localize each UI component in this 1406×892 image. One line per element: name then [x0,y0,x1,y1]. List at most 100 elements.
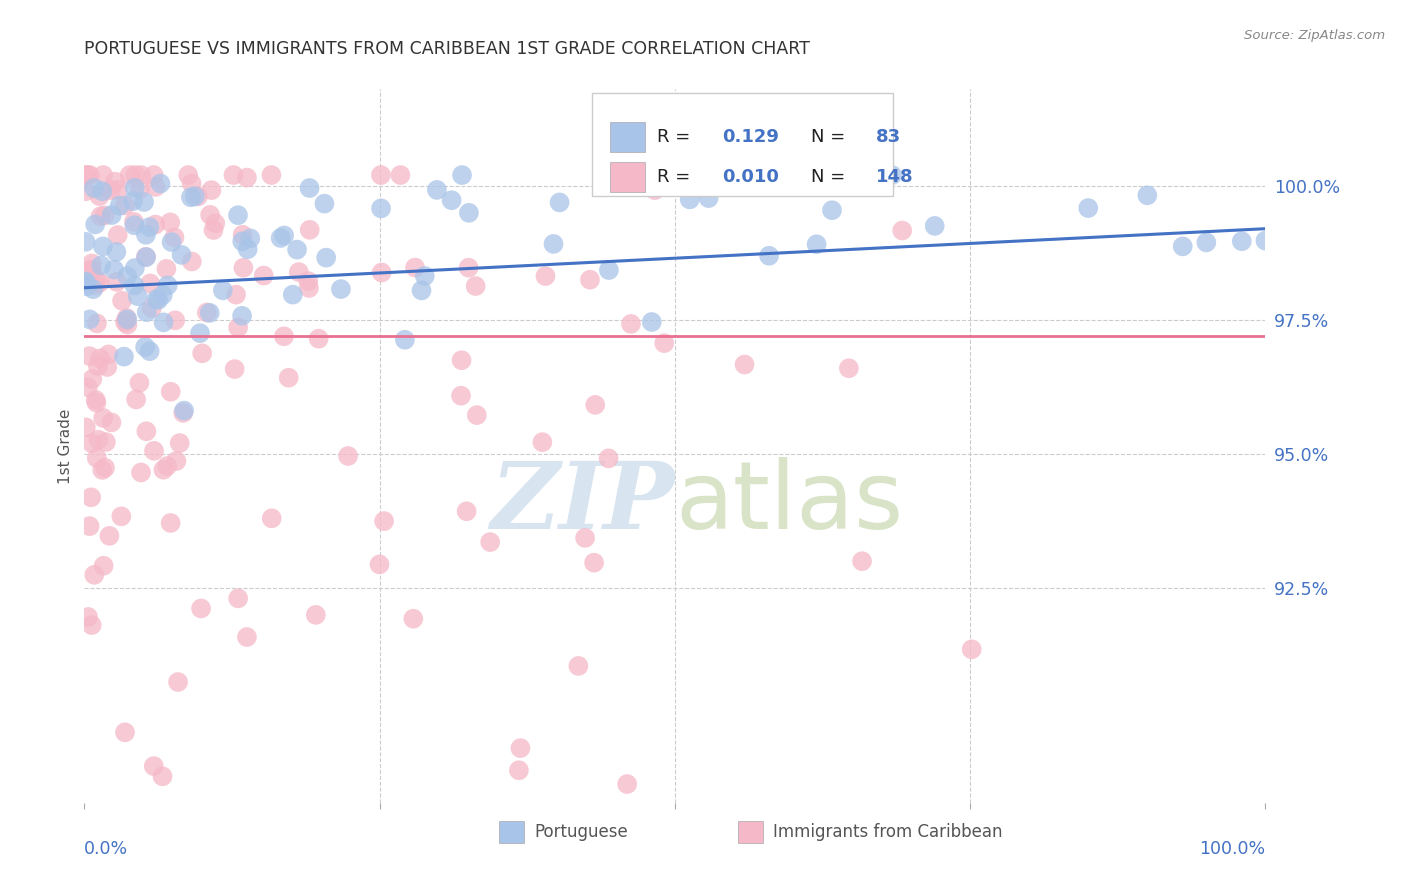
Point [145,180,167,194]
Point [450,353,472,368]
Point [298,223,321,237]
Point [114,315,136,329]
Point [100,416,122,430]
FancyBboxPatch shape [592,93,893,196]
Point [314,196,336,211]
Text: 83: 83 [876,128,901,146]
Point [124,168,146,182]
Point [329,282,352,296]
Point [79,168,101,182]
Point [225,287,247,301]
Point [450,389,472,403]
Point [80,262,103,277]
Point [89,209,111,223]
Point [115,313,138,327]
Point [93,208,115,222]
Point [165,313,187,327]
Text: 0.129: 0.129 [723,128,779,146]
Point [152,463,174,477]
Point [402,612,425,626]
Point [110,509,132,524]
Point [285,243,308,257]
Point [122,194,145,208]
Point [93,558,115,573]
Point [75,168,97,182]
Point [79,519,101,533]
Point [105,244,128,259]
Point [135,250,157,264]
Point [534,269,557,284]
Point [165,454,187,468]
Point [298,181,321,195]
Point [583,398,606,412]
Bar [610,122,645,152]
Point [75,184,97,198]
Point [94,460,117,475]
Point [89,351,111,366]
Point [115,268,138,283]
Point [273,329,295,343]
Point [94,435,117,450]
Point [598,263,620,277]
Point [129,168,152,182]
Point [224,362,246,376]
Point [231,235,253,249]
Point [960,642,983,657]
Point [236,242,259,256]
Point [76,168,98,182]
Point [204,216,226,230]
Point [160,235,183,249]
Point [104,175,127,189]
Point [107,227,129,242]
Point [212,283,235,297]
Point [75,275,97,289]
Point [281,287,304,301]
Point [370,202,392,216]
Point [1195,235,1218,250]
Point [80,256,103,270]
Point [548,195,571,210]
Point [222,168,245,182]
Point [202,223,225,237]
Point [91,239,114,253]
Point [84,218,107,232]
Point [232,227,254,242]
Point [139,277,162,291]
Point [236,630,259,644]
Point [135,305,157,319]
Point [440,193,463,207]
Point [77,610,100,624]
Point [127,289,149,303]
Text: Portuguese: Portuguese [534,822,628,841]
Point [82,372,104,386]
Point [270,231,292,245]
Point [132,194,155,209]
Point [105,275,128,289]
Point [652,336,675,351]
Point [128,376,150,390]
Point [641,315,664,329]
Point [159,516,181,530]
Text: 148: 148 [876,168,914,186]
Point [118,168,141,182]
Point [456,504,478,518]
Point [1171,239,1194,253]
Point [465,408,488,422]
Point [394,333,416,347]
Point [97,347,120,361]
Point [83,181,105,195]
Point [156,278,179,293]
Text: ZIP: ZIP [491,458,675,548]
Point [404,260,426,275]
Point [177,168,200,182]
Point [232,260,254,275]
Point [114,725,136,739]
Point [98,529,121,543]
Point [138,344,160,359]
Point [315,251,337,265]
Text: PORTUGUESE VS IMMIGRANTS FROM CARIBBEAN 1ST GRADE CORRELATION CHART: PORTUGUESE VS IMMIGRANTS FROM CARIBBEAN … [84,40,810,58]
Point [90,259,112,273]
Point [180,254,202,268]
Point [80,491,103,505]
Point [509,741,531,756]
